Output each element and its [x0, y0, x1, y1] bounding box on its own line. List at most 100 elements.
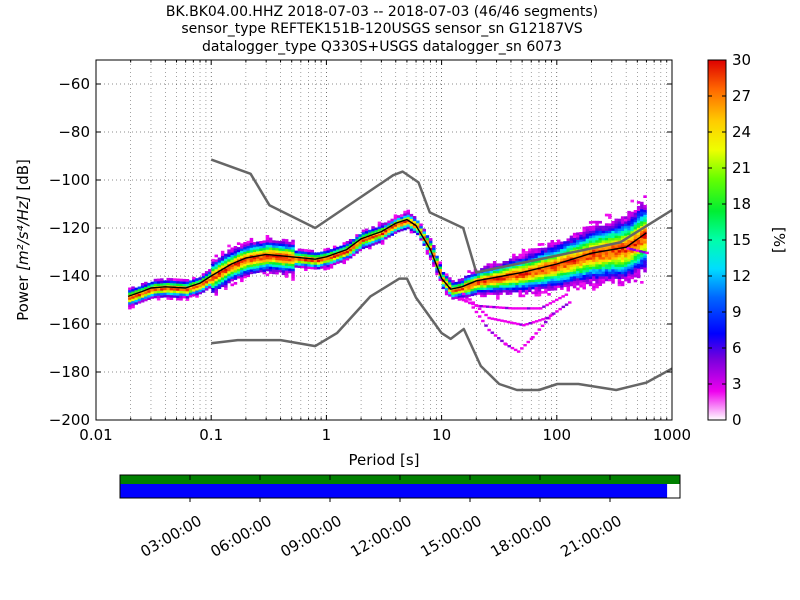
- heatmap-cell: [428, 242, 433, 246]
- time-coverage: 03:00:00 06:00:00 09:00:00 12:00:00 15:00:00…: [119, 474, 681, 561]
- heatmap-cell: [153, 278, 158, 282]
- heatmap-cell: [288, 246, 292, 250]
- heatmap-cell: [490, 317, 495, 320]
- heatmap-cell: [256, 253, 260, 257]
- heatmap-cell: [246, 262, 250, 266]
- heatmap-cell: [233, 246, 238, 249]
- heatmap-cell: [512, 275, 516, 278]
- heatmap-cell: [576, 275, 580, 279]
- heatmap-cell: [630, 238, 634, 241]
- heatmap-cell: [560, 284, 564, 288]
- heatmap-cell: [368, 232, 372, 235]
- heatmap-cell: [611, 225, 615, 229]
- heatmap-cell: [611, 269, 615, 272]
- heatmap-cell: [499, 287, 503, 291]
- heatmap-cell: [579, 263, 583, 266]
- heatmap-cell: [636, 261, 641, 264]
- heatmap-cell: [243, 254, 247, 257]
- heatmap-cell: [515, 284, 519, 288]
- heatmap-cell: [611, 276, 615, 279]
- heatmap-cell: [518, 263, 522, 266]
- heatmap-cell: [256, 243, 260, 247]
- heatmap-cell: [537, 279, 542, 282]
- heatmap-cell: [588, 235, 593, 239]
- heatmap-cell: [576, 251, 580, 255]
- heatmap-cell: [342, 256, 346, 260]
- heatmap-cell: [643, 233, 647, 237]
- heatmap-cell: [361, 234, 366, 238]
- heatmap-cell: [252, 254, 257, 257]
- heatmap-cell: [227, 259, 231, 262]
- heatmap-cell: [246, 248, 250, 251]
- heatmap-cell: [403, 210, 407, 214]
- heatmap-cell: [490, 331, 495, 334]
- heatmap-cell: [579, 239, 583, 242]
- heatmap-cell: [566, 255, 570, 258]
- heatmap-cell: [608, 213, 612, 217]
- heatmap-cell: [624, 264, 628, 267]
- heatmap-cell: [489, 277, 494, 281]
- heatmap-cell: [444, 273, 449, 277]
- heatmap-cell: [499, 268, 503, 271]
- heatmap-cell: [544, 252, 548, 256]
- heatmap-cell: [611, 240, 615, 243]
- heatmap-cell: [608, 235, 612, 239]
- heatmap-cell: [188, 294, 193, 298]
- heatmap-cell: [521, 294, 526, 298]
- heatmap-cell: [179, 281, 183, 284]
- heatmap-cell: [412, 225, 417, 229]
- heatmap-cell: [495, 306, 499, 309]
- heatmap-cell: [497, 337, 501, 340]
- heatmap-cell: [524, 282, 529, 285]
- heatmap-cell: [630, 226, 634, 229]
- heatmap-cell: [502, 277, 506, 281]
- heatmap-cell: [627, 220, 631, 224]
- heatmap-cell: [214, 273, 218, 277]
- y-tick-label: −60: [58, 75, 90, 93]
- heatmap-cell: [489, 282, 494, 286]
- heatmap-cell: [320, 261, 324, 264]
- heatmap-cell: [640, 213, 644, 217]
- heatmap-cell: [531, 321, 536, 324]
- heatmap-cell: [624, 273, 628, 277]
- heatmap-cell: [534, 277, 538, 280]
- heatmap-cell: [608, 233, 612, 236]
- heatmap-cell: [182, 281, 186, 284]
- heatmap-cell: [185, 298, 190, 301]
- heatmap-cell: [224, 258, 228, 262]
- heatmap-cell: [592, 228, 596, 231]
- heatmap-cell: [275, 240, 279, 244]
- heatmap-cell: [134, 299, 138, 303]
- heatmap-cell: [544, 266, 548, 270]
- heatmap-cell: [517, 307, 521, 310]
- heatmap-cell: [531, 281, 535, 285]
- heatmap-cell: [208, 285, 212, 289]
- heatmap-cell: [195, 285, 199, 289]
- heatmap-cell: [281, 243, 286, 247]
- heatmap-cell: [256, 248, 260, 252]
- heatmap-cell: [246, 243, 250, 246]
- heatmap-cell: [220, 250, 225, 254]
- heatmap-cell: [156, 293, 161, 296]
- heatmap-cell: [576, 244, 580, 248]
- heatmap-cell: [384, 229, 388, 233]
- heatmap-cell: [633, 214, 638, 218]
- heatmap-cell: [281, 246, 286, 249]
- heatmap-cell: [211, 266, 215, 269]
- heatmap-cell: [217, 262, 222, 265]
- heatmap-cell: [246, 260, 250, 263]
- heatmap-cell: [636, 273, 641, 276]
- heatmap-cell: [374, 234, 378, 238]
- heatmap-cell: [220, 265, 225, 268]
- heatmap-cell: [544, 271, 548, 275]
- heatmap-cell: [428, 257, 433, 260]
- heatmap-cell: [355, 234, 359, 237]
- heatmap-cell: [169, 294, 174, 298]
- heatmap-cell: [259, 250, 263, 254]
- heatmap-cell: [569, 271, 574, 275]
- heatmap-cell: [499, 280, 503, 283]
- heatmap-cell: [262, 266, 266, 270]
- heatmap-cell: [572, 240, 577, 243]
- heatmap-cell: [595, 225, 599, 229]
- heatmap-cell: [498, 306, 503, 309]
